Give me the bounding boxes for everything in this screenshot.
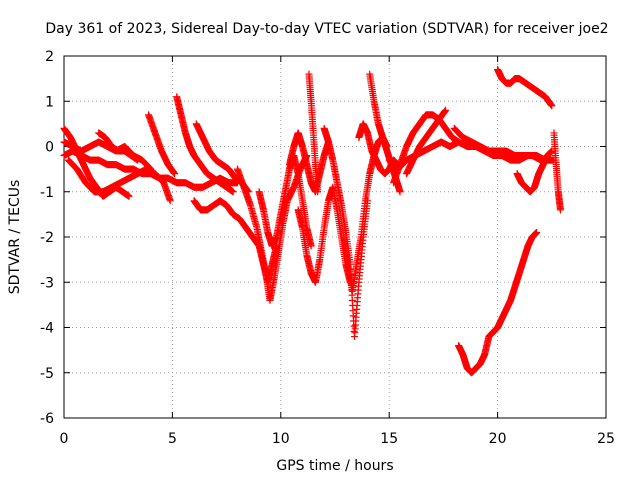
y-axis-label: SDTVAR / TECUs bbox=[7, 180, 23, 295]
data-point bbox=[146, 164, 154, 172]
data-point bbox=[396, 188, 404, 196]
series-track-a bbox=[60, 147, 241, 191]
x-tick-label: 5 bbox=[168, 431, 177, 447]
data-points bbox=[60, 66, 564, 377]
y-tick-label: 1 bbox=[45, 94, 54, 110]
y-tick-label: -6 bbox=[40, 411, 54, 427]
series-track-e bbox=[95, 129, 142, 164]
series-track-f bbox=[145, 111, 179, 178]
x-tick-label: 25 bbox=[597, 431, 615, 447]
data-point bbox=[307, 242, 315, 250]
data-point bbox=[229, 188, 237, 196]
data-point bbox=[166, 197, 174, 205]
data-point bbox=[134, 156, 142, 164]
series-track-o bbox=[320, 124, 372, 341]
data-point bbox=[455, 138, 463, 146]
y-tick-label: -2 bbox=[40, 230, 54, 246]
series-track-z bbox=[455, 228, 541, 377]
axis-ticks: 0 5 10 15 20 25 -6 -5 -4 -3 -2 -1 0 1 2 bbox=[40, 49, 615, 447]
series-track-g bbox=[173, 93, 237, 196]
data-point bbox=[147, 165, 155, 173]
data-point bbox=[125, 192, 133, 200]
data-point bbox=[442, 106, 450, 114]
data-point bbox=[548, 102, 556, 110]
data-point bbox=[171, 170, 179, 178]
series-track-q bbox=[355, 120, 402, 178]
y-tick-label: 2 bbox=[45, 49, 54, 65]
y-tick-label: 0 bbox=[45, 140, 54, 156]
series-track-w bbox=[494, 66, 556, 110]
y-tick-label: -1 bbox=[40, 185, 54, 201]
series-track-i bbox=[190, 197, 280, 286]
series-track-n bbox=[305, 70, 322, 196]
series-track-x bbox=[513, 147, 556, 196]
series-track-v bbox=[450, 124, 545, 164]
series-track-y bbox=[550, 129, 564, 214]
y-tick-label: -3 bbox=[40, 275, 54, 291]
chart-title: Day 361 of 2023, Sidereal Day-to-day VTE… bbox=[45, 21, 608, 37]
series-track-l bbox=[285, 129, 332, 196]
x-tick-label: 15 bbox=[380, 431, 398, 447]
series-track-u bbox=[403, 106, 450, 178]
x-tick-label: 20 bbox=[489, 431, 507, 447]
y-tick-label: -4 bbox=[40, 321, 54, 337]
data-point bbox=[533, 228, 541, 236]
data-point bbox=[556, 206, 564, 214]
series-track-c bbox=[64, 156, 174, 205]
x-axis-label: GPS time / hours bbox=[276, 458, 393, 474]
x-tick-label: 0 bbox=[60, 431, 69, 447]
x-tick-label: 10 bbox=[272, 431, 290, 447]
y-tick-label: -5 bbox=[40, 366, 54, 382]
data-point bbox=[314, 188, 322, 196]
data-point bbox=[145, 164, 153, 172]
grid-lines bbox=[64, 56, 606, 418]
